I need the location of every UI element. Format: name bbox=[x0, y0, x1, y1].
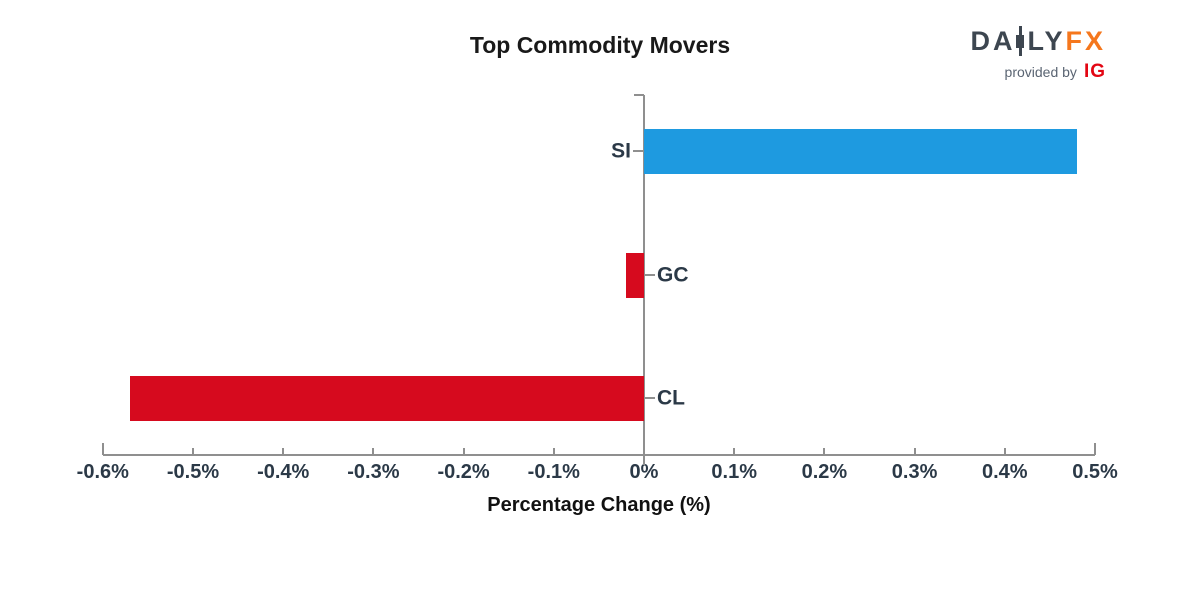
x-tick-label: 0.2% bbox=[801, 461, 848, 483]
x-tick bbox=[1094, 448, 1096, 455]
logo-text-da: DA bbox=[970, 25, 1016, 56]
x-axis-line bbox=[103, 454, 1095, 456]
provided-by-label: provided by bbox=[1004, 64, 1077, 80]
category-label-gc: GC bbox=[657, 263, 689, 287]
x-tick-label: -0.3% bbox=[347, 461, 400, 483]
zero-line-cap bbox=[634, 94, 644, 96]
logo-text-fx: FX bbox=[1065, 25, 1106, 56]
bar-gc bbox=[625, 252, 644, 298]
x-tick bbox=[552, 448, 555, 455]
x-tick-label: 0% bbox=[629, 461, 659, 483]
x-tick bbox=[462, 448, 465, 455]
x-tick-label: -0.2% bbox=[437, 461, 490, 483]
x-tick-label: 0.3% bbox=[891, 461, 938, 483]
x-tick-label: -0.5% bbox=[166, 461, 220, 483]
category-tick-cl bbox=[645, 397, 655, 399]
logo-text-ly: LY bbox=[1027, 25, 1066, 56]
candlestick-icon bbox=[1016, 26, 1025, 56]
x-tick-label: 0.4% bbox=[982, 461, 1028, 483]
x-tick bbox=[101, 448, 104, 455]
category-label-si: SI bbox=[611, 139, 631, 163]
category-tick-si bbox=[633, 150, 643, 152]
dailyfx-logo: DA LY FX provided by IG bbox=[970, 26, 1106, 83]
x-tick-label: -0.6% bbox=[76, 461, 129, 483]
x-tick bbox=[372, 448, 375, 455]
x-tick-label: 0.1% bbox=[711, 461, 757, 483]
chart-title: Top Commodity Movers bbox=[469, 32, 731, 58]
bar-cl bbox=[129, 375, 644, 421]
x-tick-label: -0.4% bbox=[257, 461, 310, 483]
zero-line bbox=[643, 95, 645, 465]
x-tick-label: 0.5% bbox=[1072, 461, 1118, 483]
ig-logo: IG bbox=[1083, 61, 1106, 82]
x-axis-title: Percentage Change (%) bbox=[487, 494, 711, 516]
x-tick bbox=[733, 448, 736, 455]
logo-provided-by-row: provided by IG bbox=[970, 61, 1106, 83]
x-tick bbox=[1003, 448, 1006, 455]
x-tick bbox=[823, 448, 826, 455]
x-tick bbox=[192, 448, 194, 455]
dailyfx-wordmark: DA LY FX bbox=[970, 26, 1106, 56]
category-label-cl: CL bbox=[657, 386, 685, 410]
bar-si bbox=[644, 128, 1077, 174]
category-tick-gc bbox=[645, 274, 655, 276]
x-tick bbox=[913, 448, 916, 455]
x-tick-label: -0.1% bbox=[527, 461, 580, 483]
x-tick bbox=[282, 448, 285, 455]
